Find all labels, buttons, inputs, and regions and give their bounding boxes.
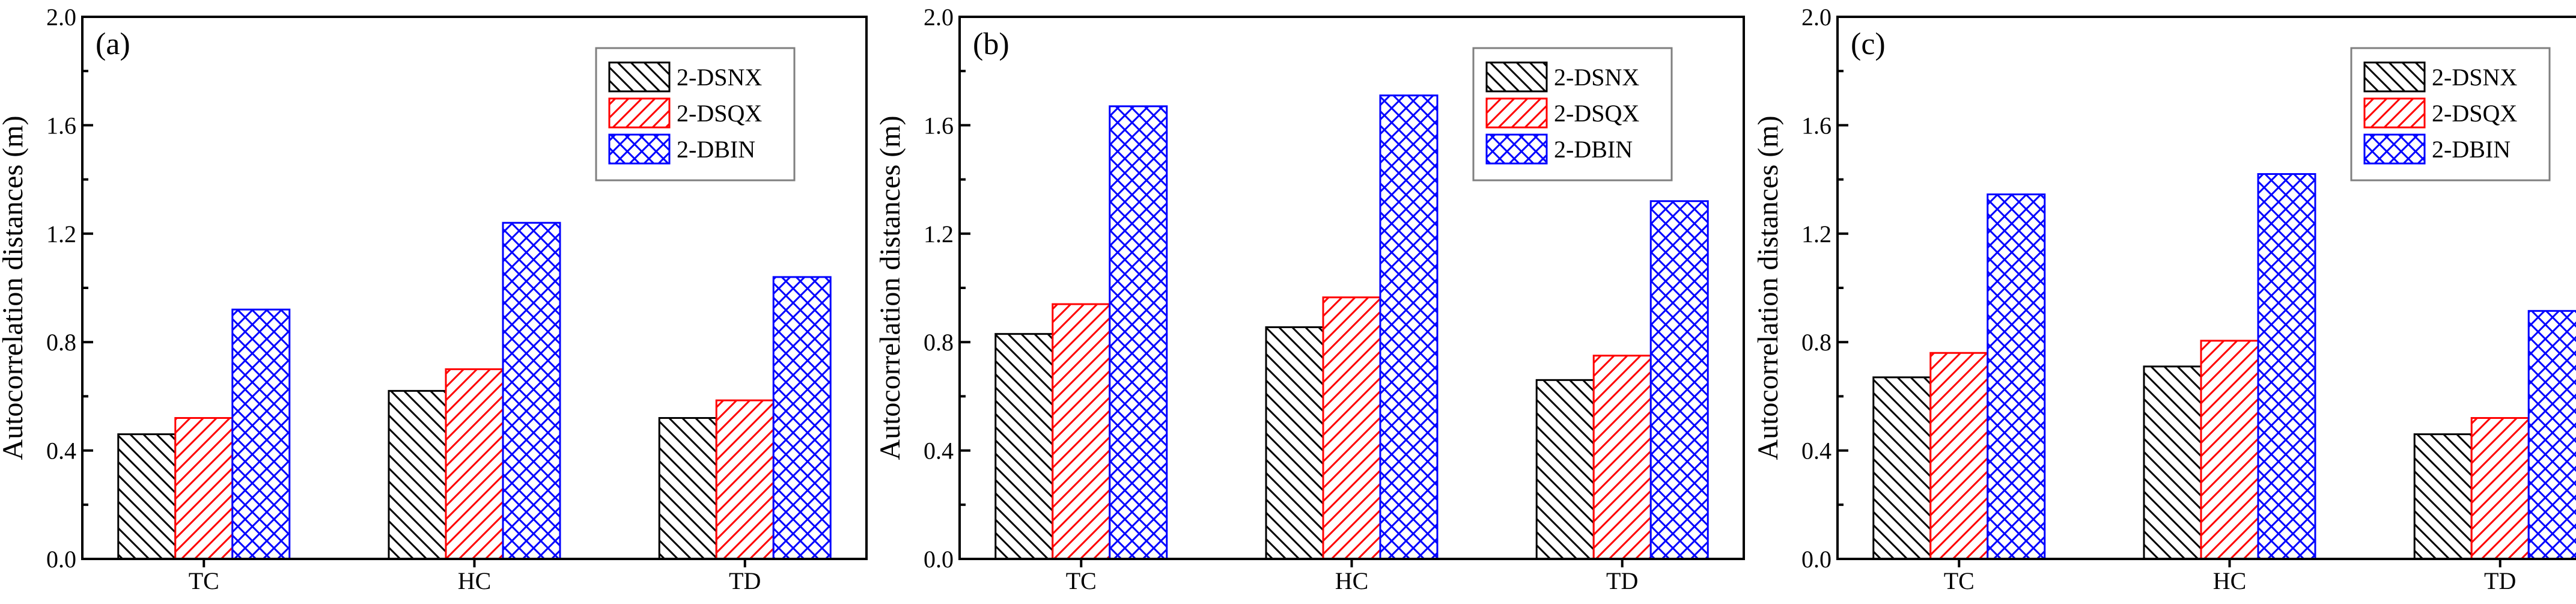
y-tick-label: 0.0 [46,546,76,573]
bar-2-dsqx-td [2470,416,2530,560]
y-tick-label: 2.0 [46,4,76,31]
chart-panel-b: 0.0 0.4 0.8 1.2 1.6 2.0 TC HC TD Autocorrelation … [874,4,1745,594]
y-tick-label: 1.6 [46,112,76,139]
bar-2-dbin-tc [231,308,291,560]
y-tick-label: 1.6 [924,112,954,139]
x-tick-label: HC [458,567,492,594]
y-tick-label: 0.0 [924,546,954,573]
bar-2-dsqx-td [715,399,775,560]
x-tick-label: HC [1335,567,1369,594]
legend-swatch-2-dsqx [1485,97,1548,129]
legend-swatch-2-dbin [2363,133,2426,165]
legend-swatch-2-dsqx [608,97,671,129]
x-tick-label: TD [2484,567,2516,594]
legend-label: 2-DSNX [677,64,762,91]
bar-2-dsnx-hc [1265,326,1324,560]
bar-2-dsnx-hc [388,389,447,560]
y-tick-label: 1.2 [924,221,954,248]
y-tick-label: 0.8 [46,329,76,356]
legend-swatch-2-dsnx [608,61,671,93]
y-tick-label: 0.4 [1801,438,1832,465]
legend-swatch-2-dbin [608,133,671,165]
legend-label: 2-DBIN [1554,136,1633,163]
bar-2-dsnx-td [2413,433,2473,560]
x-tick-label: HC [2213,567,2247,594]
bar-2-dbin-tc [1987,193,2046,560]
bar-2-dsqx-hc [1322,296,1381,560]
bar-2-dbin-hc [2257,173,2316,560]
y-axis-title: Autocorrelation distances (m) [874,115,906,460]
y-tick-label: 1.6 [1801,112,1832,139]
bar-2-dsqx-td [1592,355,1652,560]
y-tick-label: 0.8 [924,329,954,356]
legend-swatch-2-dsnx [2363,61,2426,93]
legend-label: 2-DSNX [1554,64,1639,91]
y-axis-title: Autocorrelation distances (m) [0,115,29,460]
chart-panel-c: 0.0 0.4 0.8 1.2 1.6 2.0 TC HC TD Autocorrelation … [1752,4,2576,594]
bar-2-dbin-tc [1109,105,1168,560]
legend: 2-DSNX 2-DSQX 2-DBIN [2350,47,2551,182]
legend-label: 2-DBIN [2432,136,2511,163]
panel-label: (c) [1851,27,1886,61]
legend-swatch-2-dsqx [2363,97,2426,129]
bar-2-dsqx-tc [1929,352,1989,560]
bar-2-dsnx-td [658,416,717,560]
legend-swatch-2-dbin [1485,133,1548,165]
legend-label: 2-DSNX [2432,64,2517,91]
y-tick-label: 0.4 [924,438,954,465]
legend-label: 2-DSQX [677,100,762,127]
legend: 2-DSNX 2-DSQX 2-DBIN [1472,47,1673,182]
bar-2-dsnx-tc [994,333,1054,560]
bar-2-dsqx-tc [1052,303,1111,560]
legend: 2-DSNX 2-DSQX 2-DBIN [595,47,796,182]
bar-2-dsnx-tc [1872,376,1932,560]
y-tick-label: 1.2 [1801,221,1832,248]
x-tick-label: TC [1066,567,1097,594]
legend-label: 2-DSQX [2432,100,2517,127]
y-tick-label: 2.0 [1801,4,1832,31]
bar-2-dbin-td [1649,200,1709,560]
panel-label: (a) [96,27,130,61]
bar-2-dsnx-td [1535,379,1595,560]
chart-panel-a: 0.0 0.4 0.8 1.2 1.6 2.0 TC HC TD Autocorrelation … [0,4,868,594]
x-tick-label: TD [1606,567,1638,594]
x-tick-label: TC [1944,567,1975,594]
x-tick-label: TD [729,567,761,594]
bar-2-dsnx-hc [2143,365,2202,560]
legend-swatch-2-dsnx [1485,61,1548,93]
y-tick-label: 1.2 [46,221,76,248]
bar-2-dsqx-tc [174,416,234,560]
y-tick-label: 0.0 [1801,546,1832,573]
legend-label: 2-DBIN [677,136,755,163]
bar-2-dsqx-hc [2200,340,2259,560]
y-tick-label: 0.4 [46,438,76,465]
legend-label: 2-DSQX [1554,100,1639,127]
bar-2-dbin-hc [502,222,561,560]
bar-2-dbin-td [2527,310,2576,560]
bar-2-dbin-td [772,276,832,560]
y-tick-label: 2.0 [924,4,954,31]
x-tick-label: TC [189,567,219,594]
panel-label: (b) [973,27,1009,61]
y-axis-title: Autocorrelation distances (m) [1752,115,1784,460]
bar-2-dsqx-hc [445,368,504,560]
bar-2-dsnx-tc [117,433,177,560]
bar-2-dbin-hc [1379,94,1439,560]
y-tick-label: 0.8 [1801,329,1832,356]
